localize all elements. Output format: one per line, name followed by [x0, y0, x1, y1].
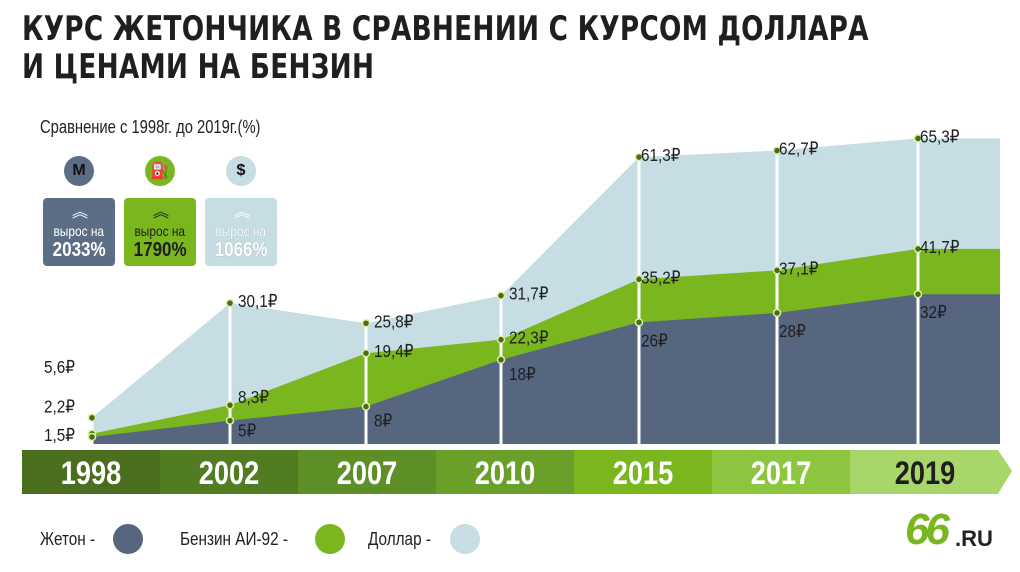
legend-swatch [450, 524, 481, 554]
badge-line1: вырос на [53, 223, 105, 239]
badge-box: ︽ вырос на 2033% [43, 198, 115, 266]
chart-title: КУРС ЖЕТОНЧИКА В СРАВНЕНИИ С КУРСОМ ДОЛЛ… [22, 10, 869, 86]
data-label: 26₽ [641, 330, 668, 350]
timeline-year: 2017 [751, 456, 811, 492]
data-point [361, 319, 371, 328]
legend-label: Бензин АИ-92 - [180, 528, 288, 549]
timeline-segment [574, 450, 712, 494]
badge-line1: вырос на [215, 223, 267, 239]
badge-value: 1066% [214, 239, 268, 261]
legend-item-token: Жетон - [40, 524, 143, 554]
token-area [92, 294, 1000, 444]
data-label: 25,8₽ [374, 311, 414, 331]
chart-subtitle: Сравнение с 1998г. до 2019г.(%) [40, 117, 261, 137]
data-point [772, 266, 782, 275]
data-label: 8₽ [374, 410, 393, 430]
chevron-up-icon: ︽ [152, 204, 169, 221]
fuel-icon: ⛽ [145, 156, 175, 186]
title-line-2: И ЦЕНАМИ НА БЕНЗИН [22, 47, 375, 87]
badge-1: ⛽ ︽ вырос на 1790% [124, 156, 196, 266]
data-point [772, 146, 782, 155]
data-point [634, 152, 644, 162]
data-label: 32₽ [920, 302, 947, 322]
title-line-1: КУРС ЖЕТОНЧИКА В СРАВНЕНИИ С КУРСОМ ДОЛЛ… [22, 9, 869, 49]
data-point [913, 134, 923, 143]
timeline-year: 1998 [61, 456, 121, 492]
timeline-year: 2002 [199, 456, 259, 492]
data-point [634, 275, 644, 284]
data-label: 61,3₽ [641, 145, 681, 165]
data-label: 35,2₽ [641, 267, 681, 287]
data-point [496, 291, 506, 300]
timeline-segment [850, 450, 1012, 494]
metro-icon: M [64, 156, 94, 186]
data-point [225, 400, 235, 410]
dollar-icon: $ [226, 156, 256, 186]
data-label: 62,7₽ [779, 138, 819, 158]
data-label: 30,1₽ [238, 291, 278, 311]
data-point [913, 289, 923, 299]
legend-label: Доллар - [368, 528, 431, 549]
data-point [634, 318, 644, 327]
data-label: 5,6₽ [44, 357, 75, 377]
timeline-year: 2019 [895, 456, 955, 492]
data-label: 19,4₽ [374, 341, 414, 361]
data-point [87, 413, 97, 423]
timeline-year: 2015 [613, 456, 673, 492]
timeline-year: 2007 [337, 456, 397, 492]
legend-swatch [112, 524, 143, 554]
data-point [496, 355, 506, 365]
badge-value: 2033% [52, 239, 106, 261]
chevron-up-icon: ︽ [71, 204, 88, 221]
logo-66: 66 [905, 505, 950, 554]
badge-line1: вырос на [134, 223, 186, 239]
data-point [225, 298, 235, 308]
data-label: 65,3₽ [920, 126, 960, 146]
data-point [87, 432, 97, 442]
legend-item-dollar: Доллар - [368, 524, 481, 554]
timeline-segment [712, 450, 850, 494]
data-label: 31,7₽ [509, 283, 549, 303]
data-label: 41,7₽ [920, 237, 960, 257]
data-label: 18₽ [509, 364, 536, 384]
data-point [496, 335, 506, 344]
data-point [913, 244, 923, 254]
timeline-segment [298, 450, 436, 494]
legend-label: Жетон - [40, 528, 96, 549]
data-point [225, 416, 235, 425]
logo-ru: .RU [955, 526, 993, 551]
data-point [772, 308, 782, 318]
legend-item-fuel: Бензин АИ-92 - [180, 524, 345, 554]
timeline-segment [160, 450, 298, 494]
timeline-segment [436, 450, 574, 494]
data-label: 37,1₽ [779, 258, 819, 278]
data-label: 28₽ [779, 321, 806, 341]
badge-box: ︽ вырос на 1066% [205, 198, 277, 266]
data-label: 5₽ [238, 420, 257, 440]
data-label: 2,2₽ [44, 397, 75, 417]
timeline-segment [22, 450, 160, 494]
legend-swatch [314, 524, 345, 554]
data-label: 22,3₽ [509, 327, 549, 347]
badge-box: ︽ вырос на 1790% [124, 198, 196, 266]
data-label: 1,5₽ [44, 425, 75, 445]
data-point [361, 402, 371, 411]
data-label: 8,3₽ [238, 387, 269, 407]
badge-value: 1790% [133, 239, 187, 261]
chevron-up-icon: ︽ [233, 204, 250, 221]
timeline-year: 2010 [475, 456, 535, 492]
data-point [361, 348, 371, 358]
badge-0: M ︽ вырос на 2033% [43, 156, 115, 266]
badge-2: $ ︽ вырос на 1066% [205, 156, 277, 266]
